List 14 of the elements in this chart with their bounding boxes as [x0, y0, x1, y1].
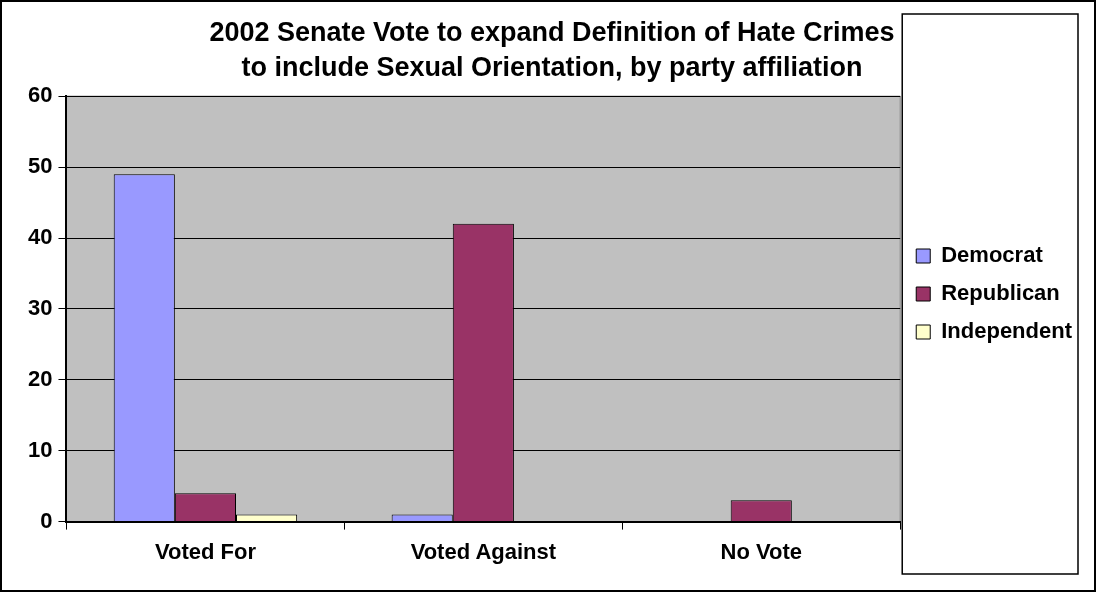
y-tick-label: 10	[27, 436, 53, 462]
y-tick-label: 40	[27, 224, 53, 250]
y-tick-label: 30	[27, 294, 53, 320]
chart-title: 2002 Senate Vote to expand Definition of Hate Crimes to include Sexual Orientation, by party affiliation	[209, 17, 895, 83]
legend-label: Republican	[941, 280, 1060, 306]
x-tick-label: Voted Against	[410, 538, 557, 564]
y-tick-label: 20	[27, 365, 53, 391]
legend-label: Democrat	[941, 242, 1044, 268]
y-tick-label: 50	[27, 153, 53, 179]
y-tick-label: 60	[27, 82, 53, 108]
x-tick-label: Voted For	[154, 538, 257, 564]
legend-label: Independent	[941, 318, 1073, 344]
y-tick-label: 0	[40, 507, 53, 533]
x-tick-label: No Vote	[720, 538, 803, 564]
